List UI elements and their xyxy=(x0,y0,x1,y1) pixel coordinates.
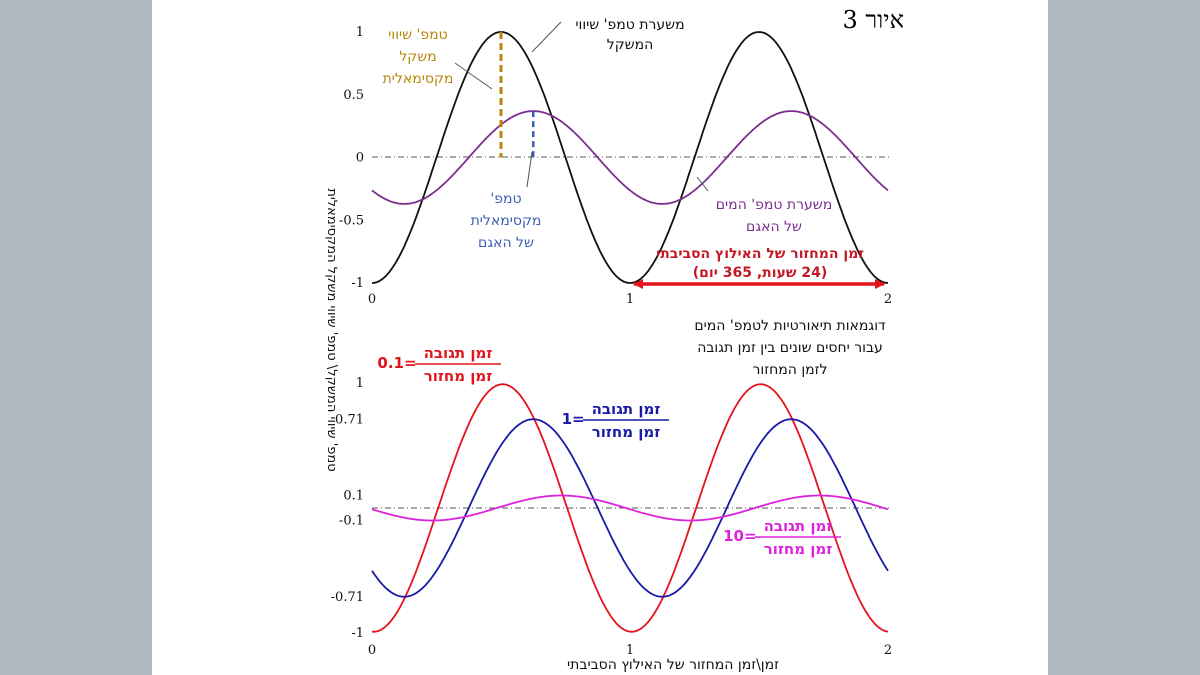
ratio-blue-num: זמן תגובה xyxy=(592,400,661,418)
top-x-ticks: 0 1 2 xyxy=(368,292,892,307)
label-period-2: (24 שעות, 365 יום) xyxy=(693,265,827,281)
ratio-magenta-num: זמן תגובה xyxy=(764,517,833,535)
top-xtick-label: 2 xyxy=(884,292,892,307)
caption-line-1: דוגמאות תיאורטיות לטמפ' המים xyxy=(694,318,886,334)
bottom-y-ticks: 1 0.71 0.1 -0.1 -0.71 -1 xyxy=(331,376,364,641)
figure-title: איור 3 xyxy=(842,6,904,34)
ratio-blue-eq: = xyxy=(572,410,585,428)
bottom-chart: 1 0.71 0.1 -0.1 -0.71 -1 0 1 2 0.1 = זמן תגובה … xyxy=(331,344,892,658)
label-max-eq-2: משקל xyxy=(399,49,436,65)
label-equilibrium-1: משערת טמפ' שיווי xyxy=(575,17,684,33)
caption-line-2: עבור יחסים שונים בין זמן תגובה xyxy=(697,340,883,356)
top-chart: 1 0.5 0 -0.5 -1 0 1 2 משערת טמפ' שיווי המשקל ט… xyxy=(339,17,892,307)
bottom-ytick-label: 1 xyxy=(356,376,364,391)
bottom-ytick-label: -0.71 xyxy=(331,590,364,605)
ratio-red-num: זמן תגובה xyxy=(424,344,493,362)
top-ytick-label: 0 xyxy=(356,151,364,166)
slide: איור 3 טמפ' שיווי המשקל\ טמפ' שיווי משקל… xyxy=(152,0,1048,675)
ratio-label-magenta: 10 = זמן תגובה זמן מחזור xyxy=(723,517,841,558)
ratio-1-curve xyxy=(371,418,889,598)
x-axis-label: זמן\זמן המחזור של האילוץ הסביבתי xyxy=(567,657,779,673)
top-xtick-label: 0 xyxy=(368,292,376,307)
top-ytick-label: -0.5 xyxy=(339,213,364,228)
top-xtick-label: 1 xyxy=(626,292,634,307)
y-axis-label: טמפ' שיווי המשקל\ טמפ' שיווי משקל המקסימ… xyxy=(324,188,339,471)
ratio-10-curve xyxy=(371,494,889,522)
label-max-eq-1: טמפ' שיווי xyxy=(388,27,447,43)
purple-leader-line xyxy=(696,176,709,192)
ratio-magenta-eq: = xyxy=(744,527,757,545)
bottom-xtick-label: 0 xyxy=(368,643,376,658)
ratio-red-den: זמן מחזור xyxy=(424,367,493,385)
label-lake-curve-2: של האגם xyxy=(746,219,802,235)
label-max-eq-3: מקסימאלית xyxy=(383,71,454,87)
bottom-ytick-label: -0.1 xyxy=(339,514,364,529)
label-period-1: זמן המחזור של האילוץ הסביבתי xyxy=(656,246,864,262)
top-ytick-label: -1 xyxy=(351,276,364,291)
ratio-blue-value: 1 xyxy=(562,410,572,428)
gold-leader-line xyxy=(454,62,493,90)
label-max-lake-1: טמפ' xyxy=(490,191,521,207)
caption-line-3: לזמן המחזור xyxy=(753,362,828,378)
bottom-ytick-label: -1 xyxy=(351,626,364,641)
top-y-ticks: 1 0.5 0 -0.5 -1 xyxy=(339,25,364,291)
label-lake-curve-1: משערת טמפ' המים xyxy=(716,197,832,213)
bottom-xtick-label: 1 xyxy=(626,643,634,658)
ratio-label-blue: 1 = זמן תגובה זמן מחזור xyxy=(562,400,669,441)
bottom-x-ticks: 0 1 2 xyxy=(368,643,892,658)
ratio-0.1-curve xyxy=(372,383,889,633)
blue-leader-line xyxy=(526,151,533,188)
equilibrium-temperature-curve xyxy=(371,31,889,284)
label-equilibrium-2: המשקל xyxy=(607,37,653,53)
top-ytick-label: 0.5 xyxy=(343,88,364,103)
top-ytick-label: 1 xyxy=(356,25,364,40)
label-max-lake-2: מקסימאלית xyxy=(471,213,542,229)
ratio-magenta-den: זמן מחזור xyxy=(764,540,833,558)
bottom-xtick-label: 2 xyxy=(884,643,892,658)
label-max-lake-3: של האגם xyxy=(478,235,534,251)
black-leader-line xyxy=(531,21,562,53)
ratio-label-red: 0.1 = זמן תגובה זמן מחזור xyxy=(377,344,501,385)
bottom-ytick-label: 0.71 xyxy=(335,412,364,427)
lake-temperature-curve xyxy=(371,110,889,205)
figure-svg: איור 3 טמפ' שיווי המשקל\ טמפ' שיווי משקל… xyxy=(324,6,904,673)
ratio-blue-den: זמן מחזור xyxy=(592,423,661,441)
ratio-magenta-value: 10 xyxy=(723,527,744,545)
ratio-red-value: 0.1 xyxy=(377,354,404,372)
ratio-red-eq: = xyxy=(404,354,417,372)
bottom-ytick-label: 0.1 xyxy=(343,489,364,504)
